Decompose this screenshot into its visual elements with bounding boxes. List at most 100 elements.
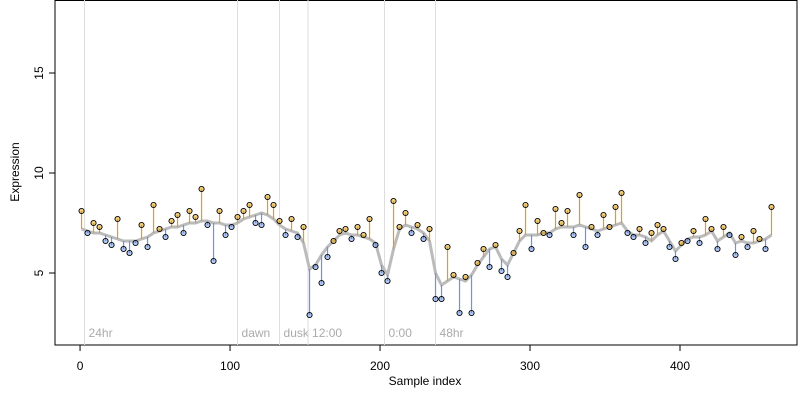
data-point — [510, 249, 517, 257]
data-point — [78, 207, 85, 215]
data-point — [378, 269, 385, 277]
data-point — [462, 273, 469, 281]
data-point — [438, 295, 445, 303]
data-point — [252, 219, 259, 227]
data-point — [606, 223, 613, 231]
data-point — [270, 201, 277, 209]
data-point — [192, 213, 199, 221]
data-point — [546, 231, 553, 239]
data-point — [690, 227, 697, 235]
data-point — [468, 309, 475, 317]
y-tick-label: 15 — [32, 66, 46, 80]
data-point — [138, 221, 145, 229]
data-point — [402, 209, 409, 217]
x-tick-label: 300 — [520, 359, 540, 373]
data-point — [576, 191, 583, 199]
data-point — [504, 273, 511, 281]
data-point — [144, 243, 151, 251]
data-point — [702, 215, 709, 223]
data-point — [300, 223, 307, 231]
data-point — [768, 203, 775, 211]
data-point — [240, 207, 247, 215]
data-point — [366, 215, 373, 223]
data-point — [516, 227, 523, 235]
data-point — [552, 205, 559, 213]
data-point — [696, 239, 703, 247]
data-point — [612, 203, 619, 211]
data-point — [654, 221, 661, 229]
data-point — [156, 225, 163, 233]
data-point — [246, 201, 253, 209]
data-point — [450, 271, 457, 279]
data-point — [186, 207, 193, 215]
data-point — [150, 201, 157, 209]
data-point — [348, 235, 355, 243]
marker-label: 12:00 — [312, 326, 342, 340]
data-point — [234, 213, 241, 221]
data-point — [168, 217, 175, 225]
data-point — [420, 235, 427, 243]
data-point — [492, 241, 499, 249]
marker-label: dawn — [242, 326, 271, 340]
data-point — [132, 239, 139, 247]
data-point — [90, 219, 97, 227]
marker-label: 48hr — [440, 326, 464, 340]
x-tick-label: 100 — [220, 359, 240, 373]
data-point — [474, 259, 481, 267]
x-tick-label: 0 — [77, 359, 84, 373]
data-point — [456, 309, 463, 317]
marker-label: 0:00 — [389, 326, 413, 340]
x-axis-label: Sample index — [389, 374, 462, 388]
data-point — [174, 211, 181, 219]
data-point — [324, 253, 331, 261]
data-point — [372, 241, 379, 249]
data-point — [762, 245, 769, 253]
data-point — [534, 217, 541, 225]
data-point — [444, 243, 451, 251]
data-point — [354, 223, 361, 231]
data-point — [684, 237, 691, 245]
data-point — [360, 231, 367, 239]
data-point — [282, 231, 289, 239]
data-point — [384, 277, 391, 285]
y-axis-label: Expression — [8, 142, 22, 201]
data-point — [210, 257, 217, 265]
x-tick-label: 400 — [670, 359, 690, 373]
data-point — [342, 225, 349, 233]
data-point — [276, 217, 283, 225]
data-point — [408, 229, 415, 237]
data-point — [624, 229, 631, 237]
data-point — [750, 227, 757, 235]
y-tick-label: 5 — [32, 269, 46, 276]
data-point — [594, 231, 601, 239]
data-point — [618, 189, 625, 197]
data-point — [558, 219, 565, 227]
data-point — [102, 237, 109, 245]
data-point — [522, 201, 529, 209]
data-point — [264, 193, 271, 201]
data-point — [678, 239, 685, 247]
data-point — [588, 223, 595, 231]
data-point — [672, 255, 679, 263]
data-point — [642, 239, 649, 247]
data-point — [294, 233, 301, 241]
data-point — [306, 311, 313, 319]
data-point — [486, 263, 493, 271]
data-point — [318, 279, 325, 287]
data-point — [426, 225, 433, 233]
data-point — [720, 223, 727, 231]
data-point — [480, 245, 487, 253]
data-point — [336, 227, 343, 235]
marker-label: dusk — [284, 326, 310, 340]
data-point — [96, 223, 103, 231]
data-point — [708, 225, 715, 233]
marker-label: 24hr — [89, 326, 113, 340]
data-point — [120, 245, 127, 253]
data-point — [204, 221, 211, 229]
data-point — [528, 245, 535, 253]
data-point — [630, 233, 637, 241]
data-point — [198, 185, 205, 193]
data-point — [564, 207, 571, 215]
data-point — [570, 231, 577, 239]
data-point — [738, 233, 745, 241]
